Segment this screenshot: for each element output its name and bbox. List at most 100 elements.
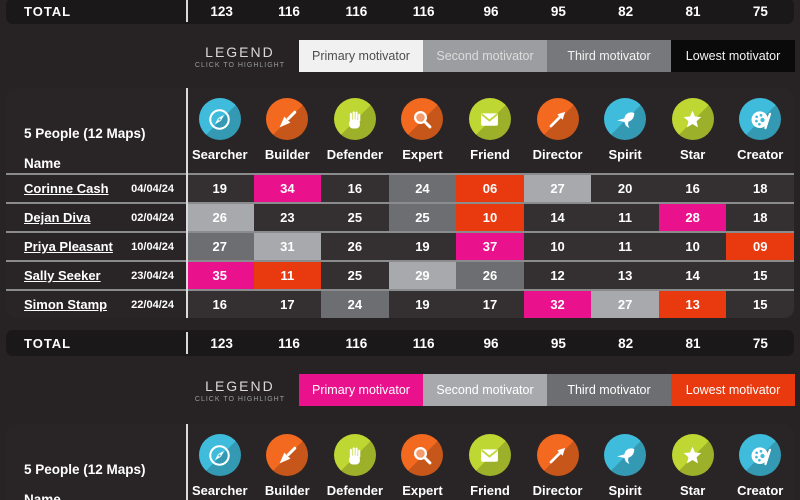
legend-title: LEGEND: [205, 43, 275, 60]
score-cell: 23: [280, 210, 295, 225]
legend-button-lowest-motivator[interactable]: Lowest motivator: [671, 40, 795, 72]
score-cell-lowest: 06: [456, 175, 524, 202]
motivator-column-searcher: Searcher: [186, 424, 254, 500]
map-date: 23/04/24: [131, 269, 174, 282]
name-column-header: Name: [24, 156, 61, 171]
total-value: 95: [550, 335, 566, 351]
people-count: 5 People (12 Maps): [24, 126, 146, 141]
table-row: Sally Seeker 23/04/24 35 11 25 29 26 12 13 14 15: [6, 260, 794, 289]
column-divider: [186, 332, 188, 354]
arrow-icon: [536, 98, 579, 140]
total-label: TOTAL: [24, 3, 72, 19]
motivator-columns: Searcher Builder Defender Expert Friend Direc…: [186, 88, 794, 173]
star-icon: [671, 98, 714, 140]
table-header: 5 People (12 Maps) Name Searcher Builder D…: [6, 88, 794, 173]
person-name-link[interactable]: Corinne Cash: [24, 181, 109, 196]
score-cell: 18: [752, 210, 768, 225]
legend-row-top: LEGEND CLICK TO HIGHLIGHT Primary motiva…: [0, 40, 795, 72]
score-cells: 26 23 25 25 10 14 11 28 18: [186, 204, 794, 231]
score-cell: 10: [550, 239, 565, 254]
score-cell-primary: 35: [186, 262, 254, 289]
motivator-table: 5 People (12 Maps) Name Searcher Builder D…: [6, 88, 794, 318]
score-cell: 13: [617, 268, 633, 283]
compass-icon: [198, 98, 241, 140]
motivator-column-star: Star: [659, 88, 727, 173]
score-cell: 11: [618, 210, 632, 225]
legend-button-lowest-motivator[interactable]: Lowest motivator: [671, 374, 795, 406]
person-name-link[interactable]: Sally Seeker: [24, 268, 101, 283]
score-cell: 14: [685, 268, 700, 283]
column-label: Spirit: [608, 147, 642, 162]
magnifier-icon: [401, 434, 444, 476]
score-cell: 19: [415, 239, 430, 254]
column-label: Star: [680, 483, 706, 498]
motivator-column-searcher: Searcher: [186, 88, 254, 173]
legend-button-third-motivator[interactable]: Third motivator: [547, 374, 671, 406]
total-label: TOTAL: [24, 335, 72, 351]
score-cell: 14: [550, 210, 565, 225]
compass-icon: [198, 434, 241, 476]
column-label: Director: [532, 483, 583, 498]
column-label: Director: [532, 147, 583, 162]
score-cell: 15: [752, 297, 768, 312]
person-name-link[interactable]: Simon Stamp: [24, 297, 108, 312]
score-cell: 17: [280, 297, 295, 312]
motivator-column-builder: Builder: [254, 424, 322, 500]
motivator-column-defender: Defender: [321, 424, 389, 500]
column-label: Builder: [264, 483, 310, 498]
person-name-link[interactable]: Priya Pleasant: [24, 239, 113, 254]
column-label: Creator: [737, 147, 784, 162]
total-value: 95: [550, 3, 566, 19]
total-values: 123 116 116 116 96 95 82 81 75: [188, 330, 794, 356]
total-value: 116: [345, 3, 368, 19]
total-value: 116: [278, 335, 300, 351]
table-row: Priya Pleasant 10/04/24 27 31 26 19 37 10 11 10 09: [6, 231, 794, 260]
star-icon: [671, 434, 714, 476]
score-cell: 16: [685, 181, 700, 196]
total-value: 116: [278, 3, 300, 19]
legend-button-primary-motivator[interactable]: Primary motivator: [299, 374, 423, 406]
score-cell: 25: [347, 268, 363, 283]
score-cell-second: 27: [591, 291, 659, 318]
column-label: Friend: [470, 483, 510, 498]
legend-button-primary-motivator[interactable]: Primary motivator: [299, 40, 423, 72]
score-cell: 18: [752, 181, 768, 196]
motivator-column-expert: Expert: [389, 424, 457, 500]
legend-button-third-motivator[interactable]: Third motivator: [547, 40, 671, 72]
person-cell: Sally Seeker 23/04/24: [6, 262, 186, 289]
map-date: 22/04/24: [131, 298, 174, 311]
magnifier-icon: [401, 98, 444, 140]
person-name-link[interactable]: Dejan Diva: [24, 210, 91, 225]
score-cells: 27 31 26 19 37 10 11 10 09: [186, 233, 794, 260]
score-cell: 10: [685, 239, 700, 254]
motivator-columns: Searcher Builder Defender Expert Friend Direc…: [186, 424, 794, 500]
map-date: 02/04/24: [131, 211, 174, 224]
palette-icon: [739, 434, 782, 476]
total-value: 75: [752, 3, 768, 19]
total-bar-bottom: TOTAL 123 116 116 116 96 95 82 81 75: [6, 330, 794, 356]
motivator-column-friend: Friend: [456, 424, 524, 500]
person-cell: Simon Stamp 22/04/24: [6, 291, 186, 318]
score-cell-second: 31: [253, 233, 322, 260]
column-label: Friend: [470, 147, 510, 162]
legend-button-second-motivator[interactable]: Second motivator: [423, 374, 547, 406]
table-row: Corinne Cash 04/04/24 19 34 16 24 06 27 20 16 18: [6, 175, 794, 202]
legend-button-second-motivator[interactable]: Second motivator: [423, 40, 547, 72]
people-count: 5 People (12 Maps): [24, 462, 146, 477]
legend-row-bottom: LEGEND CLICK TO HIGHLIGHT Primary motiva…: [0, 374, 795, 406]
hand-icon: [333, 434, 376, 476]
motivator-column-creator: Creator: [726, 424, 794, 500]
score-cell-second: 27: [523, 175, 592, 202]
envelope-icon: [468, 434, 511, 476]
motivator-column-spirit: Spirit: [591, 424, 659, 500]
motivator-column-defender: Defender: [321, 88, 389, 173]
score-cell-third: 24: [321, 291, 389, 318]
score-cell-second: 29: [388, 262, 457, 289]
table-row: Simon Stamp 22/04/24 16 17 24 19 17 32 27 13 15: [6, 289, 794, 318]
score-cell: 20: [617, 181, 633, 196]
palette-icon: [739, 98, 782, 140]
column-label: Defender: [326, 147, 384, 162]
total-value: 75: [752, 335, 768, 351]
motivator-table-next: 5 People (12 Maps) Name Searcher Builder D…: [6, 424, 794, 500]
